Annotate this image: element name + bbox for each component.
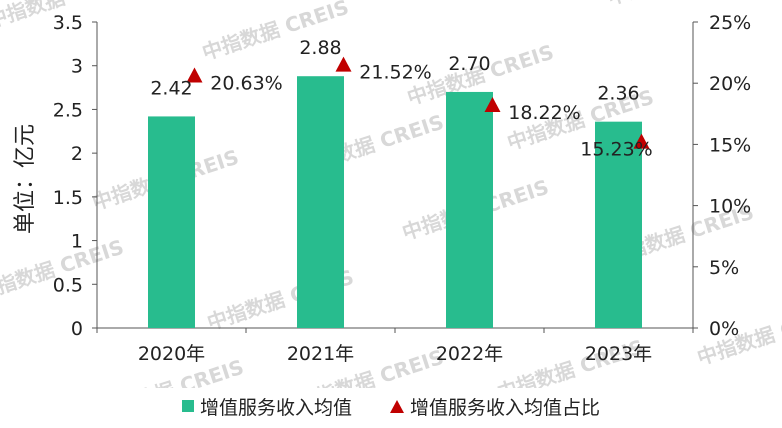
marker-value-label: 18.22%: [508, 102, 580, 124]
y-tick-label: 0.5: [53, 274, 83, 296]
legend-marker-label: 增值服务收入均值占比: [410, 396, 601, 419]
marker-triangle: [335, 56, 352, 72]
legend-item-bar: 增值服务收入均值: [181, 393, 352, 420]
x-tick-label: 2020年: [138, 343, 205, 365]
legend-bar-swatch: [181, 400, 194, 412]
x-tick-label: 2021年: [287, 343, 354, 365]
marker-value-label: 21.52%: [359, 62, 431, 84]
marker-triangle: [633, 133, 650, 149]
x-tick-label: 2022年: [436, 343, 503, 365]
bar: [446, 91, 493, 328]
y2-tick-label: 10%: [709, 196, 751, 218]
y2-tick-label: 25%: [709, 12, 751, 34]
watermark-text: 中指数据 CREIS: [604, 0, 757, 10]
y-tick-label: 2.5: [53, 99, 83, 121]
y-tick-label: 3: [71, 56, 83, 78]
bar-value-label: 2.42: [150, 77, 192, 99]
legend-bar-label: 增值服务收入均值: [199, 396, 352, 419]
bar: [297, 76, 344, 328]
y2-tick-label: 0%: [709, 318, 739, 340]
bar: [595, 121, 642, 328]
x-tick-label: 2023年: [585, 343, 652, 365]
y-tick-label: 0: [71, 318, 83, 340]
y-tick-label: 2: [71, 143, 83, 165]
marker-value-label: 20.63%: [210, 72, 282, 94]
marker-triangle: [186, 67, 203, 83]
marker-value-label: 15.23%: [580, 139, 652, 161]
bar: [148, 116, 195, 329]
legend-triangle-swatch: [390, 399, 404, 413]
y-tick-label: 1.5: [53, 187, 83, 209]
bar-value-label: 2.70: [448, 53, 490, 75]
y-axis-title: 单位：亿元: [13, 124, 38, 234]
bar-value-label: 2.36: [597, 83, 639, 105]
legend-item-marker: 增值服务收入均值占比: [390, 393, 600, 420]
bar-value-label: 2.88: [299, 37, 341, 59]
y-tick-label: 1: [71, 231, 83, 253]
legend: 增值服务收入均值 增值服务收入均值占比: [0, 388, 782, 424]
marker-triangle: [484, 96, 501, 112]
y-tick-label: 3.5: [53, 12, 83, 34]
y2-tick-label: 15%: [709, 134, 751, 156]
y2-tick-label: 5%: [709, 257, 739, 279]
y2-tick-label: 20%: [709, 73, 751, 95]
